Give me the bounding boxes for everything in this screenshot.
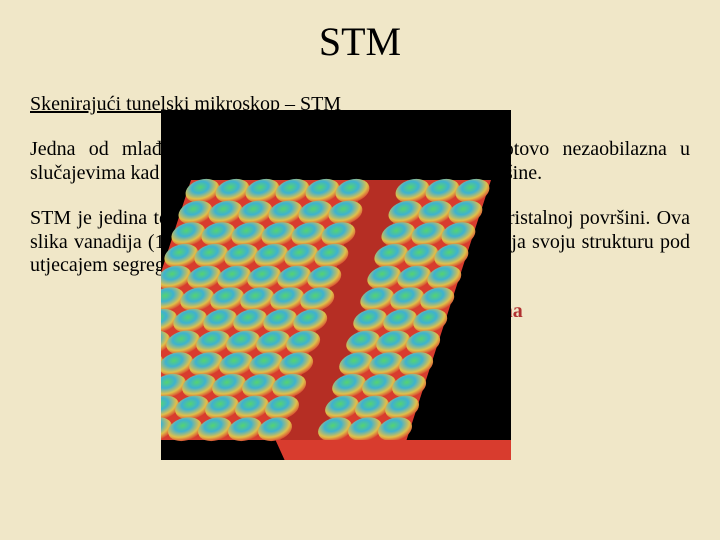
- slide: STM Skenirajući tunelski mikroskop – STM…: [0, 0, 720, 540]
- stm-surface-figure: [161, 110, 511, 460]
- stm-surface-svg: [161, 110, 511, 460]
- page-title: STM: [30, 18, 690, 65]
